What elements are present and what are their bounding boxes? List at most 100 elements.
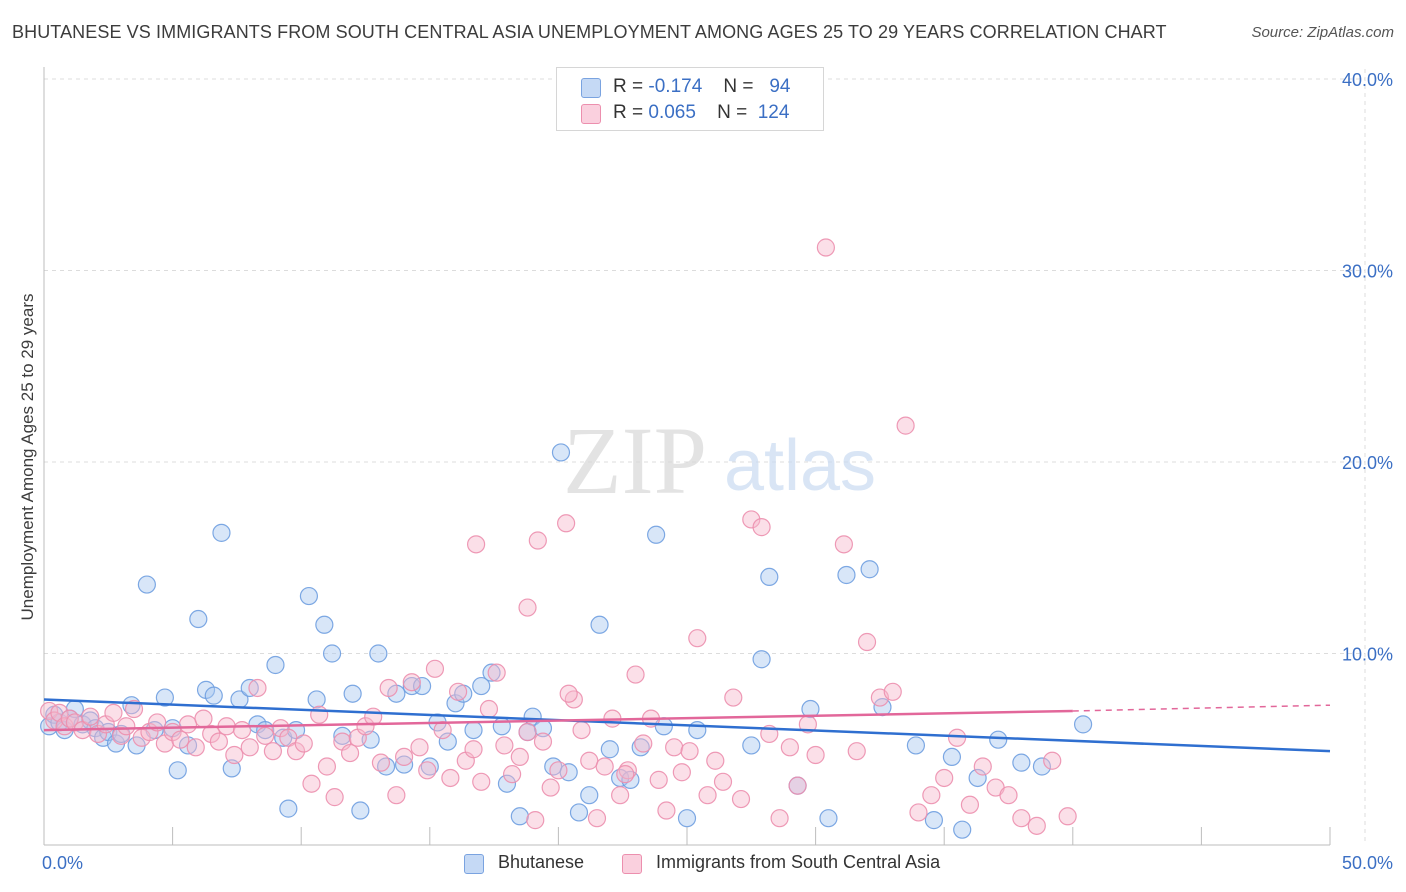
bhutanese-point — [168, 761, 187, 780]
bhutanese-point — [752, 650, 771, 669]
immigrants-point — [780, 738, 799, 757]
immigrants-point — [325, 788, 344, 807]
bhutanese-point — [580, 786, 599, 805]
y-axis-label: Unemployment Among Ages 25 to 29 years — [18, 293, 37, 621]
immigrants-point — [271, 719, 290, 738]
bhutanese-point — [590, 615, 609, 634]
bhutanese-point — [760, 567, 779, 587]
bhutanese-point — [446, 694, 465, 713]
bhutanese-point — [551, 443, 571, 462]
immigrants-point — [340, 743, 360, 763]
immigrants-point — [883, 682, 902, 701]
correlation-legend: R = -0.174 N = 94 R = 0.065 N = 124 — [556, 67, 824, 131]
grid-layer — [44, 69, 1366, 845]
series-swatch-immigrants — [622, 854, 642, 874]
bhutanese-point — [819, 809, 838, 828]
bhutanese-point — [279, 799, 298, 818]
watermark: ZIP atlas — [563, 407, 876, 514]
immigrants-point — [50, 703, 69, 722]
bhutanese-point — [351, 801, 370, 820]
immigrants-point — [394, 747, 414, 767]
bhutanese-point — [989, 730, 1008, 749]
immigrants-point — [634, 734, 653, 753]
bhutanese-point — [924, 811, 944, 830]
immigrants-point — [999, 786, 1018, 805]
bhutanese-point — [333, 726, 352, 745]
immigrants-point — [178, 715, 198, 734]
trend-layer — [43, 698, 1331, 753]
bhutanese-trend-line — [43, 698, 1331, 753]
legend-r-value: 0.065 — [648, 102, 696, 123]
bhutanese-point — [1032, 757, 1052, 776]
bhutanese-point — [968, 768, 987, 788]
series-label-bhutanese: Bhutanese — [498, 852, 585, 872]
immigrants-point — [425, 659, 445, 678]
immigrants-point — [248, 678, 267, 698]
bhutanese-point — [953, 820, 972, 839]
tick-label-layer: 10.0% 20.0% 30.0% 40.0% 0.0% 50.0% — [42, 70, 1393, 873]
immigrants-point — [317, 757, 337, 776]
bhutanese-point — [307, 690, 326, 709]
immigrants-point — [896, 416, 915, 435]
bhutanese-point — [677, 809, 697, 828]
immigrants-point — [1058, 807, 1077, 826]
immigrants-point — [857, 632, 877, 652]
bhutanese-point — [189, 609, 208, 629]
bhutanese-point — [688, 720, 707, 740]
bhutanese-point — [315, 615, 334, 634]
bhutanese-point — [569, 803, 589, 822]
immigrants-point — [81, 707, 100, 726]
immigrants-point — [112, 726, 131, 745]
immigrants-point — [626, 665, 645, 684]
bhutanese-point — [472, 676, 491, 696]
immigrants-point — [448, 682, 468, 701]
immigrants-point — [752, 518, 771, 537]
y-tick-label: 10.0% — [1342, 645, 1393, 665]
immigrants-point — [441, 768, 460, 788]
immigrants-point — [788, 776, 807, 795]
immigrants-point — [124, 699, 144, 719]
immigrants-point — [973, 757, 992, 776]
immigrants-point — [960, 795, 980, 814]
legend-r-value: -0.174 — [648, 76, 703, 97]
immigrants-point — [557, 514, 576, 533]
legend-swatch-bhutanese — [581, 78, 601, 98]
immigrants-point — [698, 786, 717, 805]
immigrants-point — [587, 809, 607, 828]
immigrants-point — [379, 678, 398, 698]
immigrants-point — [487, 663, 506, 682]
immigrants-point — [387, 786, 406, 805]
immigrants-point — [564, 690, 583, 709]
legend-n-value: 94 — [769, 76, 791, 97]
y-tick-label: 30.0% — [1342, 262, 1393, 282]
immigrants-point — [816, 238, 835, 257]
bhutanese-point — [137, 575, 156, 594]
bhutanese-point — [647, 525, 666, 544]
immigrants-trend-line-extension — [1072, 704, 1331, 712]
bhutanese-point — [482, 663, 501, 682]
bhutanese-point — [906, 736, 926, 755]
immigrants-point — [572, 720, 591, 740]
bhutanese-point — [343, 684, 362, 703]
immigrants-point — [549, 761, 568, 780]
immigrants-point — [935, 768, 954, 788]
immigrants-point — [418, 761, 437, 780]
immigrants-point — [834, 535, 853, 554]
bhutanese-point — [860, 560, 879, 579]
immigrants-point — [433, 720, 452, 740]
bhutanese-point — [742, 736, 761, 755]
immigrants-point — [503, 765, 522, 784]
immigrants-point — [847, 742, 866, 761]
bhutanese-point — [801, 699, 820, 719]
immigrants-point — [1012, 809, 1031, 828]
immigrants-point — [616, 765, 635, 784]
legend-r-label: R = — [613, 102, 644, 123]
bhutanese-point — [240, 678, 259, 698]
bhutanese-point — [1012, 753, 1031, 772]
immigrants-point — [724, 688, 743, 707]
immigrants-point — [742, 510, 761, 529]
bhutanese-point — [204, 686, 223, 705]
immigrants-point — [541, 778, 560, 797]
immigrants-trend-line — [43, 709, 1073, 732]
